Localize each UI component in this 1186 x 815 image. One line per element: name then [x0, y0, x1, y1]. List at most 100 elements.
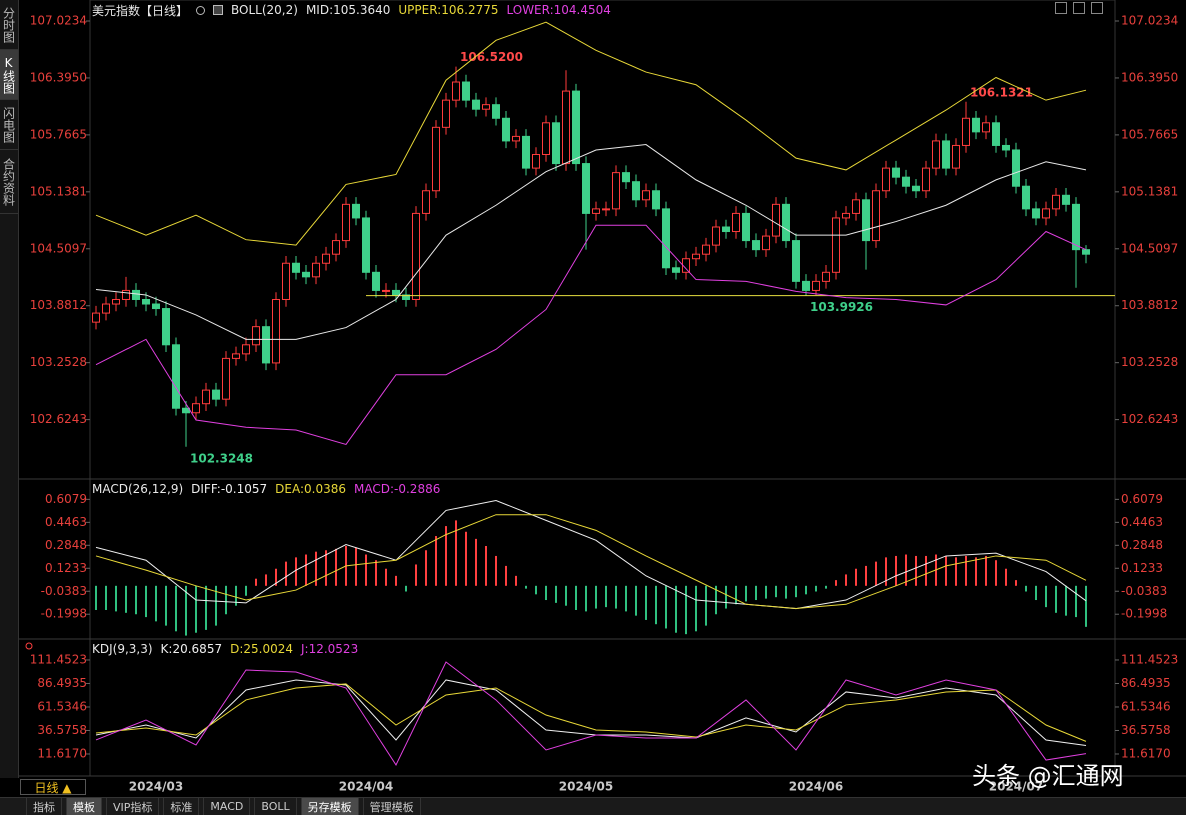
y-tick-label: 0.4463: [45, 515, 87, 529]
candle-body: [192, 403, 200, 414]
candle-body: [932, 140, 940, 169]
legend-entry: DIFF:-0.1057: [191, 482, 268, 496]
toolbar-tab[interactable]: MACD: [203, 798, 251, 815]
legend-entry: DEA:0.0386: [275, 482, 347, 496]
candle-body: [752, 240, 760, 251]
candle-body: [172, 344, 180, 409]
candle-body: [1082, 249, 1090, 255]
y-tick-label: -0.1998: [1121, 607, 1167, 621]
candle-body: [462, 81, 470, 101]
toolbar-tab[interactable]: BOLL: [254, 798, 297, 815]
candle-body: [982, 122, 990, 133]
y-tick-label: 0.1233: [45, 561, 87, 575]
candle-body: [812, 280, 820, 291]
panel-header: 美元指数【日线】 BOLL(20,2) MID:105.3640 UPPER:106.…: [92, 2, 611, 18]
toolbar-tab[interactable]: 模板: [66, 798, 102, 815]
candle-body: [382, 289, 390, 292]
indicator-name: BOLL(20,2): [231, 3, 298, 17]
y-tick-label: 111.4523: [1121, 652, 1178, 666]
toolbar-tab[interactable]: 管理模板: [362, 798, 421, 815]
y-tick-label: 105.7665: [1121, 127, 1178, 141]
y-tick-label: -0.1998: [41, 607, 87, 621]
y-tick-label: -0.0383: [1121, 584, 1167, 598]
x-tick-label: 2024/06: [789, 780, 843, 794]
candle-body: [482, 104, 490, 110]
y-tick-label: 107.0234: [30, 14, 87, 28]
indicator-line: [95, 514, 1087, 610]
candle-body: [702, 244, 710, 255]
candle-body: [672, 267, 680, 273]
candle-body: [582, 163, 590, 214]
y-tick-label: 0.2848: [45, 538, 87, 552]
candle-body: [762, 235, 770, 251]
candle-body: [392, 289, 400, 296]
period-selector[interactable]: 日线 ▲: [20, 779, 86, 795]
y-tick-label: 0.6079: [1121, 492, 1163, 506]
candle-body: [212, 389, 220, 400]
y-tick-label: 102.6243: [1121, 412, 1178, 426]
bottom-toolbar: 指标 模板 VIP指标 标准 MACD BOLL 另存模板 管理模板: [0, 797, 1186, 815]
candle-body: [132, 289, 140, 300]
y-tick-label: 104.5097: [30, 241, 87, 255]
candle-body: [242, 344, 250, 355]
price-annotation: 103.9926: [810, 300, 873, 314]
x-tick-label: 2024/04: [339, 780, 393, 794]
toolbar-tab[interactable]: VIP指标: [106, 798, 160, 815]
candle-body: [1042, 208, 1050, 219]
candle-body: [1032, 208, 1040, 219]
candle-body: [262, 326, 270, 364]
sidebar-tab[interactable]: 分时图: [0, 0, 18, 50]
panel-title: MACD(26,12,9): [92, 482, 184, 496]
y-tick-label: 102.6243: [30, 412, 87, 426]
sidebar-tab[interactable]: K线图: [0, 50, 18, 100]
panel-title: 美元指数【日线】: [92, 3, 189, 18]
indicator-line: [95, 224, 1087, 446]
y-tick-label: 11.6170: [1121, 746, 1171, 760]
candle-body: [862, 199, 870, 242]
icon[interactable]: [213, 5, 224, 15]
window-button[interactable]: [1091, 2, 1103, 14]
candle-body: [952, 144, 960, 169]
candle-body: [782, 203, 790, 242]
candle-body: [422, 190, 430, 214]
candle-body: [772, 203, 780, 237]
candle-body: [182, 407, 190, 414]
window-button[interactable]: [1073, 2, 1085, 14]
legend-entry: MACD:-0.2886: [354, 482, 441, 496]
candle-body: [402, 294, 410, 300]
legend-entry: MID:105.3640: [305, 3, 391, 17]
toolbar-tab[interactable]: 指标: [26, 798, 62, 815]
candle-body: [432, 126, 440, 192]
legend-entry: K:20.6857: [160, 642, 223, 656]
sidebar: 分时图 K线图 闪电图 合约资料: [0, 0, 19, 778]
candle-body: [282, 262, 290, 300]
icon[interactable]: [196, 5, 206, 15]
candle-body: [612, 172, 620, 210]
candle-body: [872, 190, 880, 242]
y-tick-label: 103.8812: [30, 298, 87, 312]
candle-body: [522, 135, 530, 169]
y-tick-label: 105.1381: [30, 184, 87, 198]
sidebar-tab[interactable]: 闪电图: [0, 100, 18, 150]
toolbar-tab[interactable]: 另存模板: [300, 798, 359, 815]
window-button[interactable]: [1055, 2, 1067, 14]
legend-entry: J:12.0523: [301, 642, 359, 656]
candle-body: [572, 90, 580, 165]
y-tick-label: 11.6170: [37, 746, 87, 760]
candle-body: [732, 212, 740, 233]
candle-body: [302, 271, 310, 278]
candle-body: [832, 217, 840, 273]
toolbar-tab[interactable]: 标准: [163, 798, 200, 815]
candle-body: [602, 208, 610, 211]
sidebar-tab[interactable]: 合约资料: [0, 150, 18, 214]
price-annotation: 106.5200: [460, 50, 523, 64]
candle-body: [102, 303, 110, 314]
y-tick-label: 36.5758: [1121, 723, 1171, 737]
candle-body: [92, 312, 100, 323]
x-tick-label: 2024/03: [129, 780, 183, 794]
panel-icon[interactable]: [25, 642, 33, 650]
y-tick-label: 0.2848: [1121, 538, 1163, 552]
price-annotation: 106.1321: [970, 85, 1033, 99]
candle-body: [922, 167, 930, 192]
indicator-line: [95, 144, 1087, 340]
